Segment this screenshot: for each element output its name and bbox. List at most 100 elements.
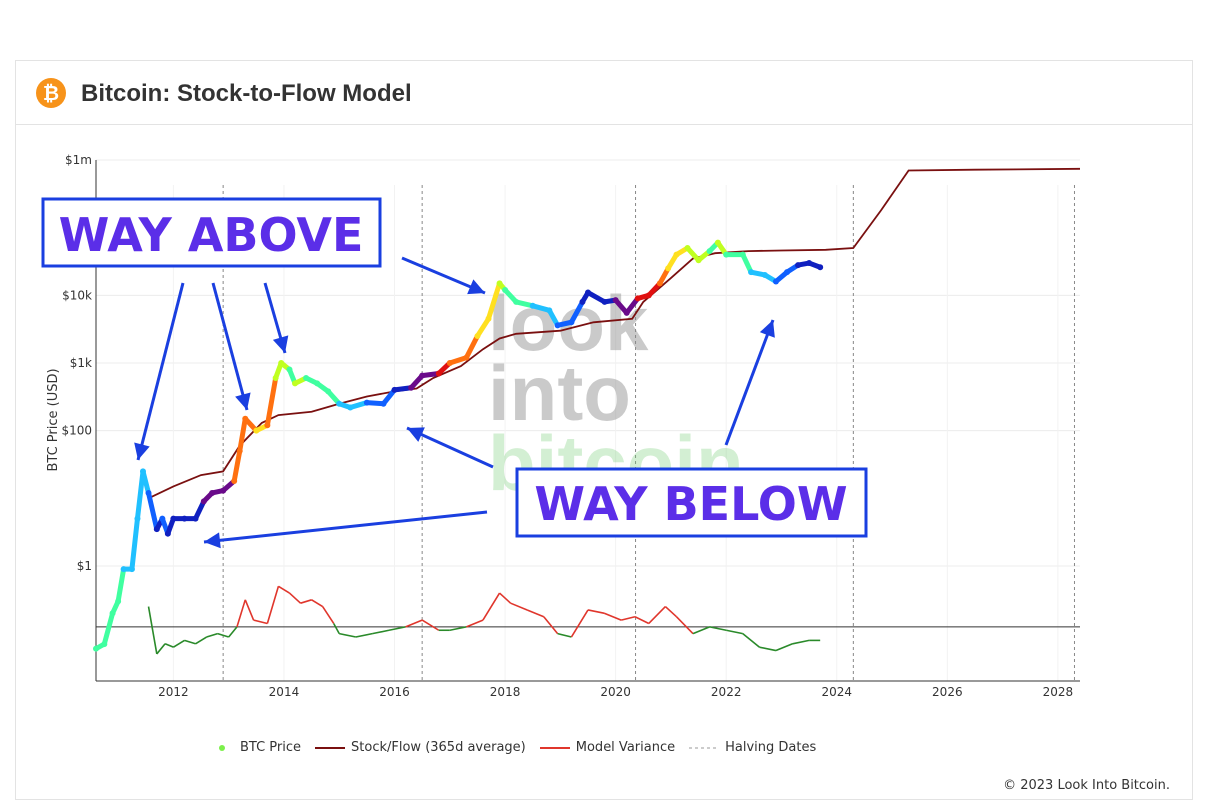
btc-price-point: [391, 386, 398, 393]
btc-price-point: [554, 322, 561, 329]
model-variance-segment: [206, 632, 218, 638]
x-tick-label: 2018: [490, 685, 521, 699]
btc-price-segment: [129, 516, 140, 572]
model-variance-segment: [184, 639, 196, 645]
btc-price-point: [446, 359, 453, 366]
x-tick-label: 2028: [1043, 685, 1074, 699]
btc-price-point: [170, 515, 177, 522]
btc-price-point: [419, 372, 426, 379]
btc-price-point: [795, 262, 802, 269]
btc-price-point: [695, 257, 702, 264]
btc-price-point: [502, 286, 509, 293]
btc-price-point: [314, 380, 321, 387]
btc-price-point: [325, 388, 332, 395]
model-variance-segment: [675, 616, 694, 635]
btc-price-point: [220, 487, 227, 494]
btc-price-point: [485, 315, 492, 322]
btc-price-point: [145, 489, 152, 496]
btc-price-segment: [140, 468, 152, 496]
btc-price-point: [612, 297, 619, 304]
btc-price-point: [772, 278, 779, 285]
model-variance-segment: [692, 626, 710, 635]
btc-price-point: [496, 280, 503, 287]
annotation-arrowhead: [272, 335, 289, 353]
btc-price-point: [739, 251, 746, 258]
x-tick-label: 2020: [600, 685, 631, 699]
btc-price-point: [278, 359, 285, 366]
btc-price-point: [806, 260, 813, 267]
btc-price-point: [579, 298, 586, 305]
model-variance-segment: [664, 605, 677, 618]
btc-price-point: [336, 400, 343, 407]
model-variance-segment: [759, 646, 777, 652]
y-axis-title: BTC Price (USD): [46, 368, 61, 471]
annotation-arrowhead: [134, 442, 150, 460]
model-variance-segment: [543, 616, 559, 635]
model-variance-segment: [355, 632, 373, 638]
btc-price-segment: [740, 252, 754, 275]
model-variance-segment: [321, 606, 335, 624]
y-tick-label: $10k: [62, 288, 92, 302]
way-below-label: WAY BELOW: [534, 477, 847, 531]
legend-line-swatch: [539, 746, 570, 749]
btc-price-point: [380, 400, 387, 407]
y-tick-label: $1k: [70, 356, 92, 370]
x-tick-label: 2024: [821, 685, 852, 699]
btc-price-point: [253, 427, 260, 434]
btc-price-point: [723, 251, 730, 258]
y-tick-label: $1: [77, 559, 92, 573]
model-variance-segment: [405, 619, 423, 628]
annotations: WAY ABOVE WAY BELOW: [41, 197, 868, 549]
model-variance-segment: [421, 619, 440, 631]
x-tick-label: 2012: [158, 685, 189, 699]
x-tick-label: 2026: [932, 685, 963, 699]
btc-price-point: [714, 239, 721, 246]
model-variance-segment: [449, 626, 467, 632]
axes: $1 $100 $1k $10k $1m 2012 2014 2016 2018 2020 2022…: [46, 153, 1080, 699]
legend-item-model-variance[interactable]: Model Variance: [539, 740, 676, 755]
legend-item-halving-dates[interactable]: Halving Dates: [689, 740, 816, 755]
btc-price-segment: [624, 295, 641, 316]
model-variance-segment: [164, 643, 174, 648]
btc-price-segment: [101, 610, 116, 647]
annotation-arrow: [211, 282, 249, 411]
legend-dash-swatch: [689, 747, 720, 748]
model-variance-segment: [253, 619, 268, 625]
btc-price-segment: [474, 316, 491, 339]
x-tick-label: 2016: [379, 685, 410, 699]
btc-price-point: [435, 370, 442, 377]
btc-price-point: [585, 289, 591, 296]
btc-price-point: [303, 374, 310, 381]
btc-price-point: [684, 245, 691, 252]
x-tick-label: 2014: [269, 685, 300, 699]
btc-price-segment: [485, 280, 503, 322]
watermark-into: into: [488, 349, 631, 437]
annotation-arrowhead: [204, 532, 221, 549]
model-variance-segment: [709, 626, 727, 632]
btc-price-point: [645, 292, 652, 299]
btc-price-point: [784, 269, 791, 276]
annotation-arrowhead: [759, 320, 775, 338]
model-variance-segment: [278, 585, 290, 594]
btc-price-point: [568, 319, 575, 326]
btc-price-point: [529, 302, 536, 309]
btc-price-point: [513, 298, 520, 305]
model-variance-segment: [228, 626, 238, 638]
copyright-text: © 2023 Look Into Bitcoin.: [1003, 778, 1170, 793]
btc-price-point: [115, 598, 122, 605]
bitcoin-icon: ₿: [36, 78, 66, 108]
btc-price-segment: [463, 333, 480, 361]
legend-label: Model Variance: [575, 740, 676, 755]
legend-item-btc-price[interactable]: BTC Price: [210, 740, 301, 755]
model-variance-segment: [634, 616, 650, 625]
model-variance-segment: [388, 626, 406, 632]
legend-item-stock-flow[interactable]: Stock/Flow (365d average): [315, 740, 526, 755]
btc-price-point: [139, 468, 146, 475]
btc-price-point: [673, 251, 680, 258]
btc-price-segment: [237, 416, 248, 454]
btc-price-point: [408, 384, 415, 391]
model-variance-segment: [557, 632, 572, 638]
legend-label: BTC Price: [240, 740, 302, 755]
btc-price-segment: [264, 375, 279, 428]
btc-price-segment: [568, 299, 585, 325]
